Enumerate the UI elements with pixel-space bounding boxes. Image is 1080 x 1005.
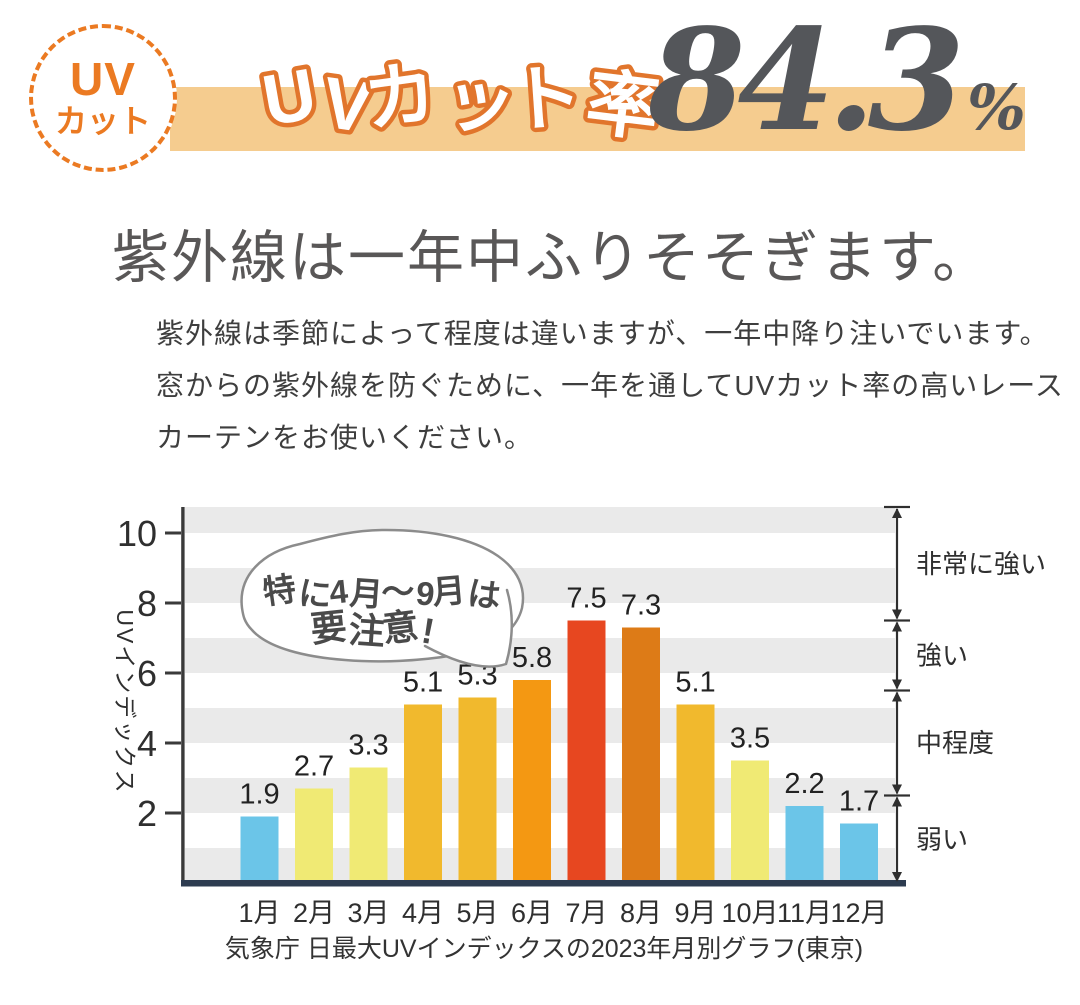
arrowhead bbox=[892, 691, 902, 702]
x-tick-label: 8月 bbox=[620, 898, 662, 928]
bar-9月 bbox=[676, 704, 715, 883]
level-boundary-mark bbox=[884, 689, 910, 692]
arrowhead bbox=[892, 872, 902, 882]
bar-value-label: 2.7 bbox=[294, 751, 334, 783]
uv-cut-rate-value: 84.3% bbox=[648, 11, 1026, 167]
bar-8月 bbox=[622, 627, 660, 883]
arrowhead bbox=[892, 508, 902, 518]
header-wordmark: UVカット率 bbox=[252, 48, 667, 155]
bar-11月 bbox=[785, 806, 824, 883]
uv-cut-badge: UV カット bbox=[29, 24, 177, 172]
x-tick-label: 3月 bbox=[347, 898, 389, 928]
bar-10月 bbox=[731, 760, 769, 883]
x-tick-label: 2月 bbox=[293, 898, 335, 928]
chart-source-caption: 気象庁 日最大UVインデックスの2023年月別グラフ(東京) bbox=[224, 935, 864, 963]
level-label: 弱い bbox=[916, 824, 968, 854]
bar-value-label: 7.5 bbox=[566, 583, 606, 615]
arrowhead bbox=[892, 784, 902, 795]
badge-line1: UV bbox=[70, 53, 136, 105]
x-tick-label: 12月 bbox=[830, 898, 887, 928]
x-tick-label: 4月 bbox=[402, 898, 444, 928]
x-tick-label: 6月 bbox=[511, 898, 553, 928]
y-tick-mark bbox=[165, 601, 181, 605]
bar-2月 bbox=[295, 788, 333, 883]
level-label: 強い bbox=[916, 641, 968, 671]
y-tick-mark bbox=[165, 811, 181, 815]
arrowhead bbox=[892, 621, 902, 632]
badge-line2: カット bbox=[54, 103, 151, 139]
x-axis-baseline bbox=[181, 880, 906, 887]
arrowhead bbox=[892, 679, 902, 690]
arrowhead bbox=[892, 796, 902, 807]
y-tick-mark bbox=[165, 741, 181, 745]
y-tick-label: 10 bbox=[117, 513, 157, 554]
y-tick-label: 8 bbox=[137, 583, 157, 624]
level-boundary-mark bbox=[884, 505, 910, 509]
level-boundary-mark bbox=[884, 794, 910, 797]
y-tick-mark bbox=[165, 531, 181, 535]
body-line-3: カーテンをお使いください。 bbox=[156, 422, 534, 453]
rate-number: 84.3 bbox=[648, 0, 965, 163]
y-axis-title: UVインデックス bbox=[112, 609, 138, 794]
y-tick-label: 4 bbox=[137, 723, 157, 764]
header-band bbox=[170, 87, 1025, 151]
bar-value-label: 3.3 bbox=[348, 730, 388, 762]
bar-1月 bbox=[240, 816, 279, 883]
y-tick-mark bbox=[165, 671, 181, 675]
level-label: 非常に強い bbox=[916, 549, 1046, 579]
bar-12月 bbox=[840, 823, 878, 883]
level-boundary-mark bbox=[884, 619, 910, 622]
bar-4月 bbox=[404, 704, 442, 883]
bar-value-label: 3.5 bbox=[730, 723, 770, 755]
y-tick-label: 2 bbox=[137, 793, 157, 834]
body-paragraph: 紫外線は季節によって程度は違いますが、一年中降り注いでいます。 窓からの紫外線を… bbox=[156, 308, 1064, 464]
x-tick-label: 1月 bbox=[238, 898, 280, 928]
x-tick-label: 9月 bbox=[674, 898, 716, 928]
y-tick-label: 6 bbox=[137, 653, 157, 694]
bubble-text-line2: 要注意! bbox=[309, 605, 438, 653]
x-tick-label: 7月 bbox=[565, 898, 607, 928]
page-title: 紫外線は一年中ふりそそぎます。 bbox=[112, 226, 992, 290]
bar-5月 bbox=[458, 697, 497, 883]
bg-stripe bbox=[185, 507, 895, 533]
bar-value-label: 1.9 bbox=[239, 779, 279, 811]
wordmark-text: UVカット率 bbox=[257, 53, 663, 151]
x-tick-label: 10月 bbox=[721, 898, 778, 928]
bar-value-label: 5.1 bbox=[403, 667, 443, 699]
bar-value-label: 1.7 bbox=[839, 786, 879, 818]
bar-value-label: 7.3 bbox=[621, 590, 661, 622]
body-line-1: 紫外線は季節によって程度は違いますが、一年中降り注いでいます。 bbox=[156, 318, 1049, 349]
x-tick-label: 5月 bbox=[456, 898, 498, 928]
level-label: 中程度 bbox=[916, 728, 994, 758]
bar-3月 bbox=[349, 767, 388, 883]
speech-bubble-tail bbox=[423, 588, 514, 668]
bar-6月 bbox=[513, 680, 551, 883]
bar-value-label: 2.2 bbox=[784, 768, 824, 800]
x-tick-label: 11月 bbox=[777, 898, 832, 928]
arrowhead bbox=[892, 609, 902, 620]
bar-value-label: 5.1 bbox=[675, 667, 715, 699]
y-axis-line bbox=[181, 507, 185, 886]
bubble-text-line1: 特に4月〜9月は bbox=[260, 570, 502, 615]
percent-sign: % bbox=[966, 71, 1026, 144]
bar-value-label: 5.8 bbox=[512, 642, 552, 674]
body-line-2: 窓からの紫外線を防ぐために、一年を通してUVカット率の高いレース bbox=[156, 370, 1064, 401]
bar-7月 bbox=[567, 620, 606, 883]
